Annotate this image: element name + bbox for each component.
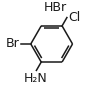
Text: H₂N: H₂N	[23, 72, 47, 85]
Text: Br: Br	[6, 37, 20, 50]
Text: Cl: Cl	[68, 11, 80, 24]
Text: HBr: HBr	[44, 1, 67, 14]
